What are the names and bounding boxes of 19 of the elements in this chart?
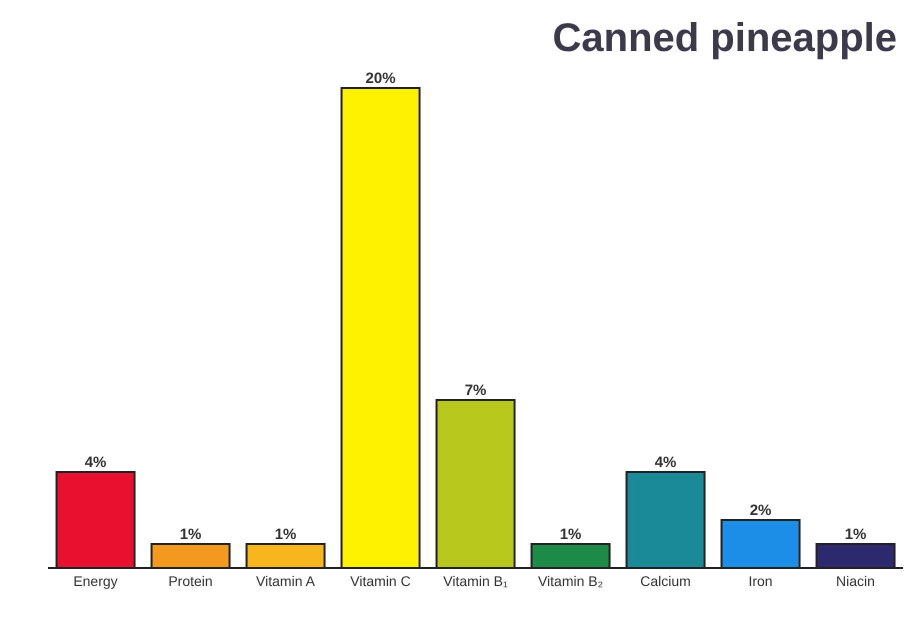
x-tick-label: Energy [73,572,118,589]
x-tick-label: Vitamin B₁ [443,572,508,589]
data-label: 20% [366,70,396,87]
x-tick-label: Vitamin A [256,572,316,589]
x-tick-label: Vitamin C [350,572,411,589]
data-label: 1% [844,526,866,543]
chart-title: Canned pineapple [552,16,897,61]
x-tick-label: Niacin [836,572,875,589]
data-label: 1% [180,526,202,543]
data-label: 1% [560,526,582,543]
data-label: 2% [750,502,772,519]
x-tick-label: Protein [168,572,213,589]
data-label: 4% [84,454,106,471]
x-tick-label: Iron [748,572,773,589]
data-label: 1% [274,526,296,543]
data-label: 7% [464,382,486,399]
x-tick-label: Vitamin B₂ [538,572,604,589]
x-tick-label: Calcium [640,572,691,589]
data-label: 4% [654,454,676,471]
